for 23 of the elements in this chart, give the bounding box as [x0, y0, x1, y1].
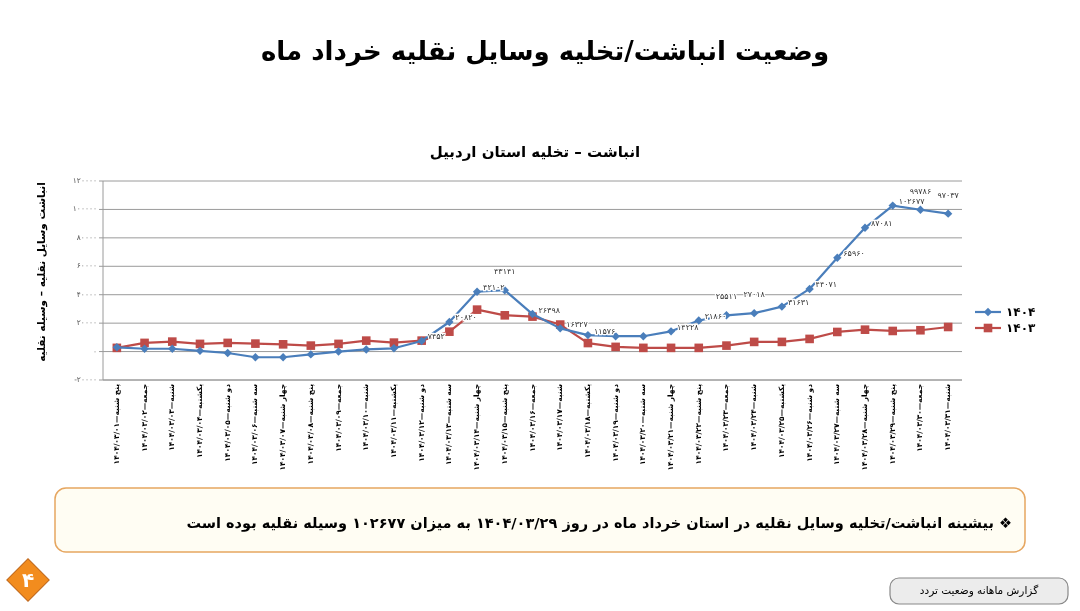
chart-subtitle: انباشت – تخلیه استان اردبیل	[429, 143, 641, 161]
data-label: ۱۱۵۷۶	[593, 326, 616, 336]
legend-label: ۱۴۰۳	[1006, 320, 1036, 335]
data-label: ۹۹۷۸۶	[909, 186, 932, 196]
text: گزارش ماهانه وضعیت تردد	[919, 584, 1039, 597]
data-label: ۴۳۱۴۱	[494, 267, 516, 277]
data-label: ۸۷۰۸۱	[871, 219, 893, 229]
data-label: ۱۶۳۲۷	[566, 319, 589, 329]
data-label: ۱۴۲۲۸	[677, 322, 700, 332]
legend-label: ۱۴۰۴	[1006, 304, 1036, 319]
data-label: ۴۲۱۰۲	[483, 283, 505, 293]
data-label: ۲۶۳۹۸	[538, 305, 561, 315]
data-label: ۲۵۵۱۱	[715, 292, 738, 302]
data-label: ۹۷۰۳۷	[937, 190, 960, 200]
data-label: ۱۰۲۶۷۷	[898, 197, 926, 207]
y-axis-title: انباشت وسایل نقلیه – وسیله نقلیه	[35, 182, 48, 362]
text: ۴	[21, 567, 35, 592]
data-label: ۲۷۰۱۸	[743, 290, 766, 300]
text: ❖ بیشینه انباشت/تخلیه وسایل نقلیه در استان خرداد ماه در روز ۱۴۰۴/۰۳/۲۹ به میزان ۱۰۲۶۷۷ وسیله نقلیه بوده است	[186, 515, 1012, 532]
chart-title: وضعیت انباشت/تخلیه وسایل نقلیه خرداد ماه	[260, 36, 830, 67]
data-label: ۳۱۶۳۱	[787, 298, 810, 308]
data-label: ۴۴۰۷۱	[815, 280, 838, 290]
data-label: ۶۵۹۶۰	[843, 249, 865, 259]
